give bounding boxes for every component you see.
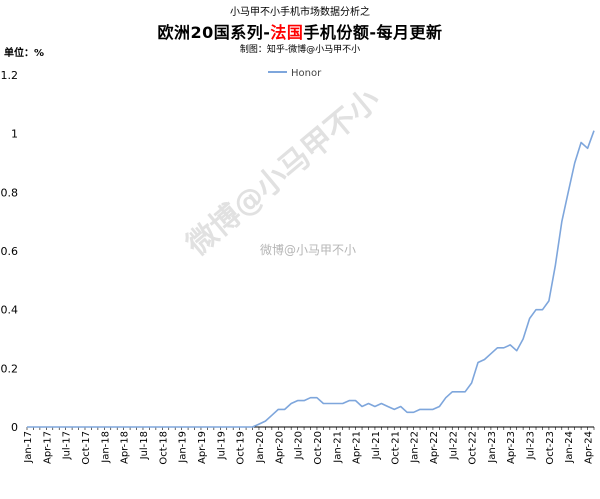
x-tick-label: Apr-18 [120, 431, 131, 464]
x-tick-label: Apr-19 [197, 431, 208, 464]
legend-label-honor: Honor [291, 68, 322, 79]
x-tick-label: Apr-22 [429, 431, 440, 464]
y-tick-label: 0.2 [1, 362, 19, 375]
x-tick-label: Oct-17 [81, 431, 92, 465]
x-tick-label: Oct-22 [468, 431, 479, 465]
x-tick-label: Apr-21 [352, 431, 363, 464]
x-tick-label: Jul-17 [62, 431, 73, 460]
x-tick-label: Apr-23 [506, 431, 517, 464]
x-tick-label: Jan-19 [178, 431, 189, 464]
y-tick-label: 1 [11, 128, 18, 141]
x-tick-label: Jan-22 [410, 431, 421, 464]
x-tick-label: Oct-18 [158, 431, 169, 465]
x-tick-label: Jan-20 [255, 431, 266, 464]
title-country: 法国 [270, 23, 304, 42]
y-tick-label: 0.6 [1, 245, 19, 258]
title-prefix: 欧洲20国系列- [157, 23, 271, 42]
x-tick-label: Jul-20 [294, 431, 305, 460]
x-tick-label: Jan-18 [100, 431, 111, 464]
unit-label: 单位：% [4, 48, 45, 59]
x-tick-label: Oct-19 [236, 431, 247, 465]
x-tick-label: Jul-19 [216, 431, 227, 460]
x-tick-label: Jul-22 [448, 431, 459, 460]
watermark-small-text: 微博@小马甲不小 [260, 243, 357, 257]
title-suffix: 手机份额-每月更新 [303, 23, 443, 42]
x-tick-label: Jan-17 [23, 431, 34, 464]
x-tick-label: Jul-23 [526, 431, 537, 460]
report-series-line: 小马甲不小手机市场数据分析之 [230, 7, 370, 18]
x-tick-label: Jan-24 [564, 431, 575, 464]
x-tick-label: Oct-21 [390, 431, 401, 465]
x-tick-label: Jan-23 [487, 431, 498, 464]
x-tick-label: Oct-23 [545, 431, 556, 465]
y-tick-label: 0 [11, 421, 18, 434]
x-tick-label: Apr-17 [42, 431, 53, 464]
x-tick-label: Apr-20 [274, 431, 285, 464]
x-tick-label: Oct-20 [313, 431, 324, 465]
chart-credit: 制图：知乎-微博@小马甲不小 [239, 45, 361, 55]
x-tick-label: Jul-21 [371, 431, 382, 460]
x-tick-label: Jul-18 [139, 431, 150, 460]
series-line-honor [27, 130, 595, 428]
chart-title: 欧洲20国系列-法国手机份额-每月更新 [0, 19, 600, 43]
x-tick-label: Jan-21 [332, 431, 343, 464]
y-tick-label: 1.2 [1, 69, 19, 82]
y-tick-label: 0.8 [1, 186, 19, 199]
x-tick-label: Apr-24 [584, 431, 595, 464]
y-tick-label: 0.4 [1, 304, 19, 317]
